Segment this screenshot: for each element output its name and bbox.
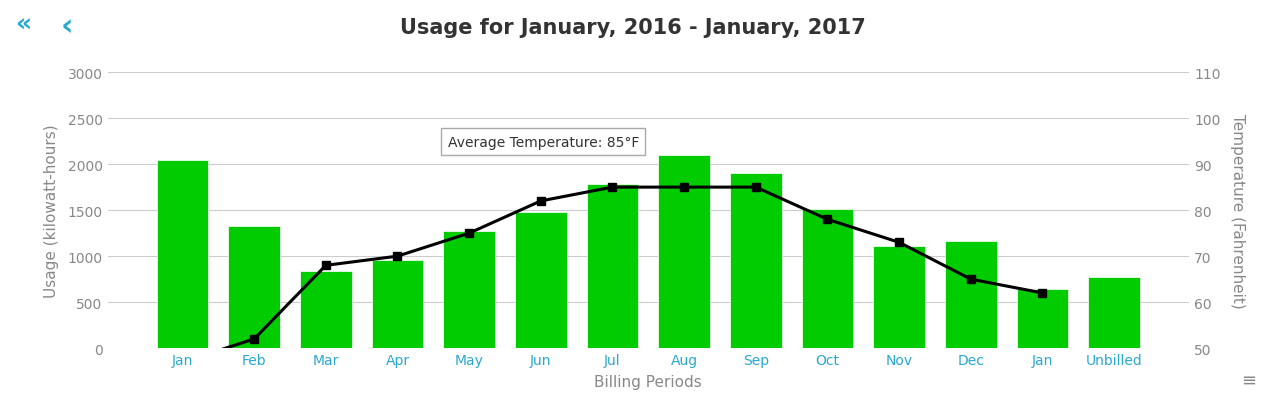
Bar (229, 227, 280, 348)
Bar (945, 241, 997, 348)
Text: ‹: ‹ (61, 12, 73, 41)
Bar (658, 156, 710, 348)
Text: Average Temperature: 85°F: Average Temperature: 85°F (448, 135, 639, 149)
Bar (587, 185, 639, 348)
Bar (802, 210, 854, 348)
X-axis label: Billing Periods: Billing Periods (595, 374, 702, 389)
Bar (157, 160, 209, 348)
Text: «: « (15, 12, 32, 36)
Text: ≡: ≡ (1241, 371, 1256, 389)
Text: Usage for January, 2016 - January, 2017: Usage for January, 2016 - January, 2017 (400, 18, 865, 38)
Bar (443, 232, 495, 348)
Y-axis label: Usage (kilowatt-hours): Usage (kilowatt-hours) (44, 124, 59, 297)
Bar (372, 260, 424, 348)
Bar (873, 246, 925, 348)
Bar (300, 271, 352, 348)
Bar (730, 174, 782, 348)
Y-axis label: Temperature (Fahrenheit): Temperature (Fahrenheit) (1231, 113, 1246, 308)
Bar (1017, 290, 1068, 348)
Bar (515, 213, 567, 348)
Bar (1088, 277, 1140, 348)
